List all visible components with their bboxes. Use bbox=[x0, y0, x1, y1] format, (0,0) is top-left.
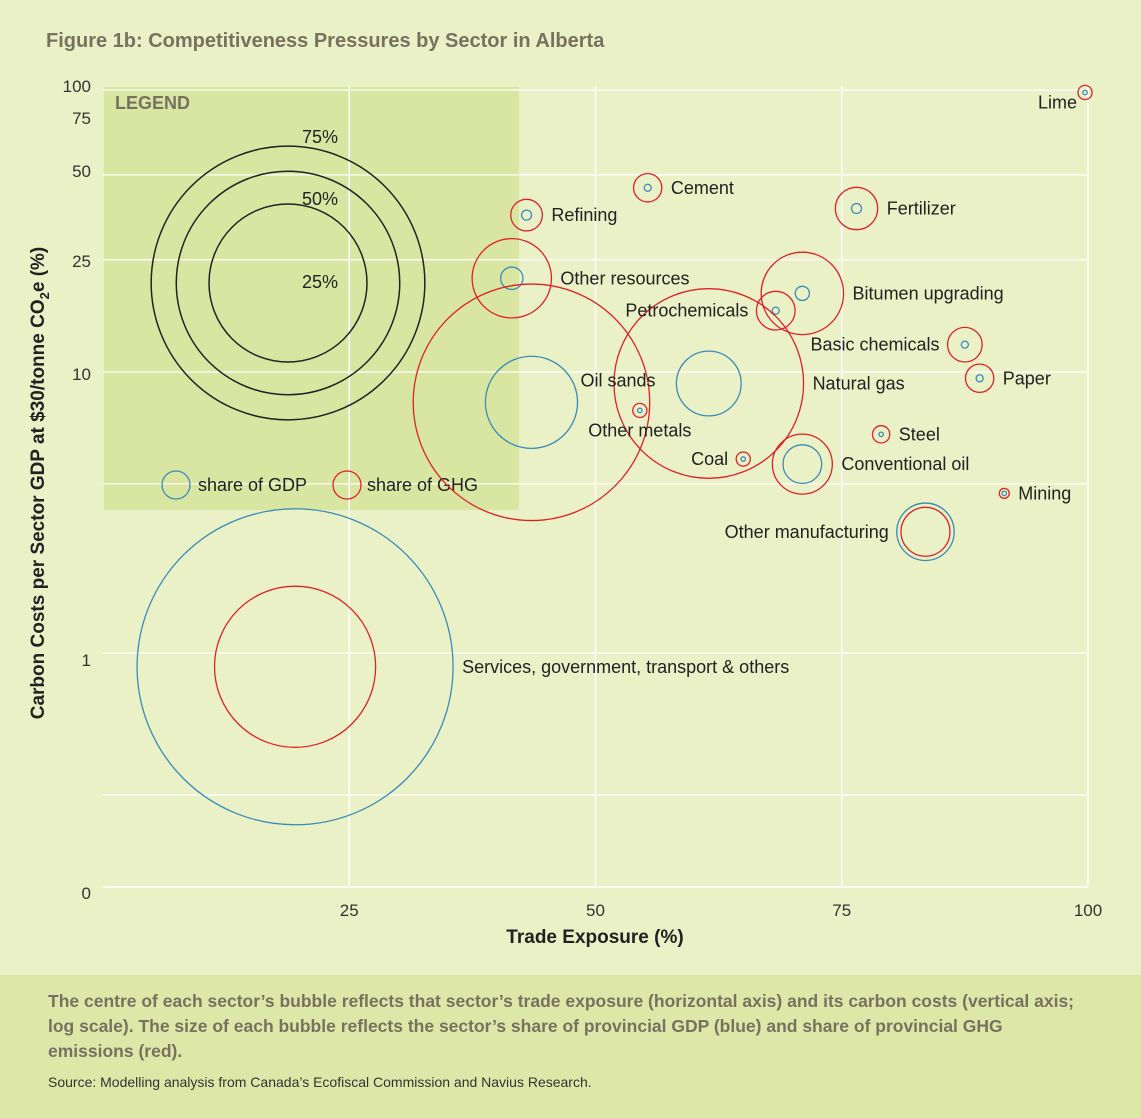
bubble-gdp-steel bbox=[878, 431, 885, 438]
legend-box bbox=[104, 87, 519, 510]
bubble-gdp-natural-gas bbox=[675, 350, 742, 417]
bubble-gdp-fertilizer bbox=[850, 202, 863, 215]
bubble-ghg-natural-gas bbox=[613, 288, 805, 479]
x-tick-label: 75 bbox=[832, 901, 851, 920]
bubble-label-mining: Mining bbox=[1018, 483, 1071, 503]
legend-ring bbox=[150, 145, 426, 421]
bubble-ghg-basic-chemicals bbox=[946, 326, 983, 363]
bubble-gdp-petrochemicals bbox=[771, 306, 780, 315]
bubble-label-other-resources: Other resources bbox=[560, 268, 689, 288]
bubble-label-bitumen-upgrading: Bitumen upgrading bbox=[853, 283, 1004, 303]
legend-ghg-label: share of GHG bbox=[367, 475, 478, 495]
x-tick-label: 25 bbox=[340, 901, 359, 920]
y-tick-label: 100 bbox=[63, 77, 91, 96]
bubble-ghg-steel bbox=[871, 425, 891, 444]
bubble-ghg-bitumen-upgrading bbox=[760, 251, 845, 336]
bubble-label-paper: Paper bbox=[1003, 368, 1051, 388]
bubble-gdp-refining bbox=[520, 209, 533, 221]
bubble-label-natural-gas: Natural gas bbox=[813, 374, 905, 394]
bubble-ghg-coal bbox=[735, 451, 751, 467]
bubble-gdp-paper bbox=[975, 374, 984, 383]
legend-ring-label: 25% bbox=[302, 272, 338, 292]
bubble-gdp-cement bbox=[643, 183, 652, 192]
y-tick-label: 0 bbox=[82, 884, 91, 903]
bubble-gdp-conventional-oil bbox=[782, 444, 823, 485]
bubble-ghg-mining bbox=[998, 487, 1010, 499]
bubble-label-cement: Cement bbox=[671, 178, 734, 198]
chart-footer: The centre of each sector’s bubble refle… bbox=[0, 975, 1141, 1118]
bubble-ghg-lime bbox=[1077, 84, 1093, 101]
bubble-ghg-oil-sands bbox=[412, 283, 651, 522]
bubble-ghg-services-government-transport-others bbox=[213, 585, 377, 748]
y-tick-label: 1 bbox=[82, 651, 91, 670]
bubble-ghg-other-manufacturing bbox=[900, 506, 951, 557]
bubble-ghg-fertilizer bbox=[834, 186, 879, 231]
bubble-gdp-other-metals bbox=[636, 407, 643, 414]
bubble-label-basic-chemicals: Basic chemicals bbox=[811, 335, 940, 355]
bubble-ghg-other-metals bbox=[632, 402, 648, 419]
bubble-gdp-other-manufacturing bbox=[896, 502, 955, 562]
y-tick-label: 10 bbox=[72, 365, 91, 384]
y-tick-label: 75 bbox=[72, 109, 91, 128]
bubble-gdp-services-government-transport-others bbox=[136, 508, 454, 826]
bubble-gdp-coal bbox=[740, 456, 747, 462]
bubble-ghg-cement bbox=[632, 173, 663, 203]
bubble-label-services-government-transport-others: Services, government, transport & others bbox=[462, 657, 789, 677]
bubble-ghg-refining bbox=[510, 198, 544, 232]
bubble-label-other-metals: Other metals bbox=[588, 420, 691, 440]
chart-title: Figure 1b: Competitiveness Pressures by … bbox=[46, 30, 605, 52]
y-tick-label: 50 bbox=[72, 162, 91, 181]
bubble-label-other-manufacturing: Other manufacturing bbox=[725, 522, 889, 542]
legend-ring-label: 75% bbox=[302, 127, 338, 147]
legend-ring-label: 50% bbox=[302, 189, 338, 209]
bubble-label-fertilizer: Fertilizer bbox=[887, 199, 956, 219]
chart-source: Source: Modelling analysis from Canada’s… bbox=[48, 1074, 592, 1090]
x-tick-label: 50 bbox=[586, 901, 605, 920]
bubble-label-petrochemicals: Petrochemicals bbox=[625, 301, 748, 321]
legend-gdp-label: share of GDP bbox=[198, 475, 307, 495]
legend-ring bbox=[175, 170, 401, 396]
bubble-gdp-lime bbox=[1082, 89, 1088, 96]
y-tick-label: 25 bbox=[72, 252, 91, 271]
bubble-label-conventional-oil: Conventional oil bbox=[841, 454, 969, 474]
bubble-gdp-basic-chemicals bbox=[960, 340, 970, 349]
bubble-ghg-paper bbox=[964, 363, 995, 394]
bubble-label-lime: Lime bbox=[1038, 92, 1077, 112]
bubble-label-refining: Refining bbox=[551, 205, 617, 225]
x-axis-title: Trade Exposure (%) bbox=[506, 927, 683, 948]
bubble-ghg-conventional-oil bbox=[771, 433, 833, 495]
bubble-ghg-petrochemicals bbox=[755, 290, 796, 331]
bubble-gdp-mining bbox=[1001, 490, 1008, 497]
bubble-gdp-other-resources bbox=[499, 266, 524, 291]
y-axis-title: Carbon Costs per Sector GDP at $30/tonne… bbox=[28, 247, 52, 720]
bubble-label-oil-sands: Oil sands bbox=[580, 370, 655, 390]
chart-description: The centre of each sector’s bubble refle… bbox=[48, 991, 1075, 1061]
legend-ghg-swatch bbox=[332, 470, 362, 500]
bubble-gdp-bitumen-upgrading bbox=[794, 285, 811, 302]
legend-ring bbox=[208, 203, 368, 363]
legend-gdp-swatch bbox=[161, 470, 191, 500]
legend-title: LEGEND bbox=[115, 93, 190, 113]
x-tick-label: 100 bbox=[1074, 901, 1102, 920]
bubble-label-steel: Steel bbox=[899, 424, 940, 444]
bubble-ghg-other-resources bbox=[471, 237, 553, 319]
bubble-gdp-oil-sands bbox=[484, 355, 579, 450]
bubble-label-coal: Coal bbox=[691, 449, 728, 469]
